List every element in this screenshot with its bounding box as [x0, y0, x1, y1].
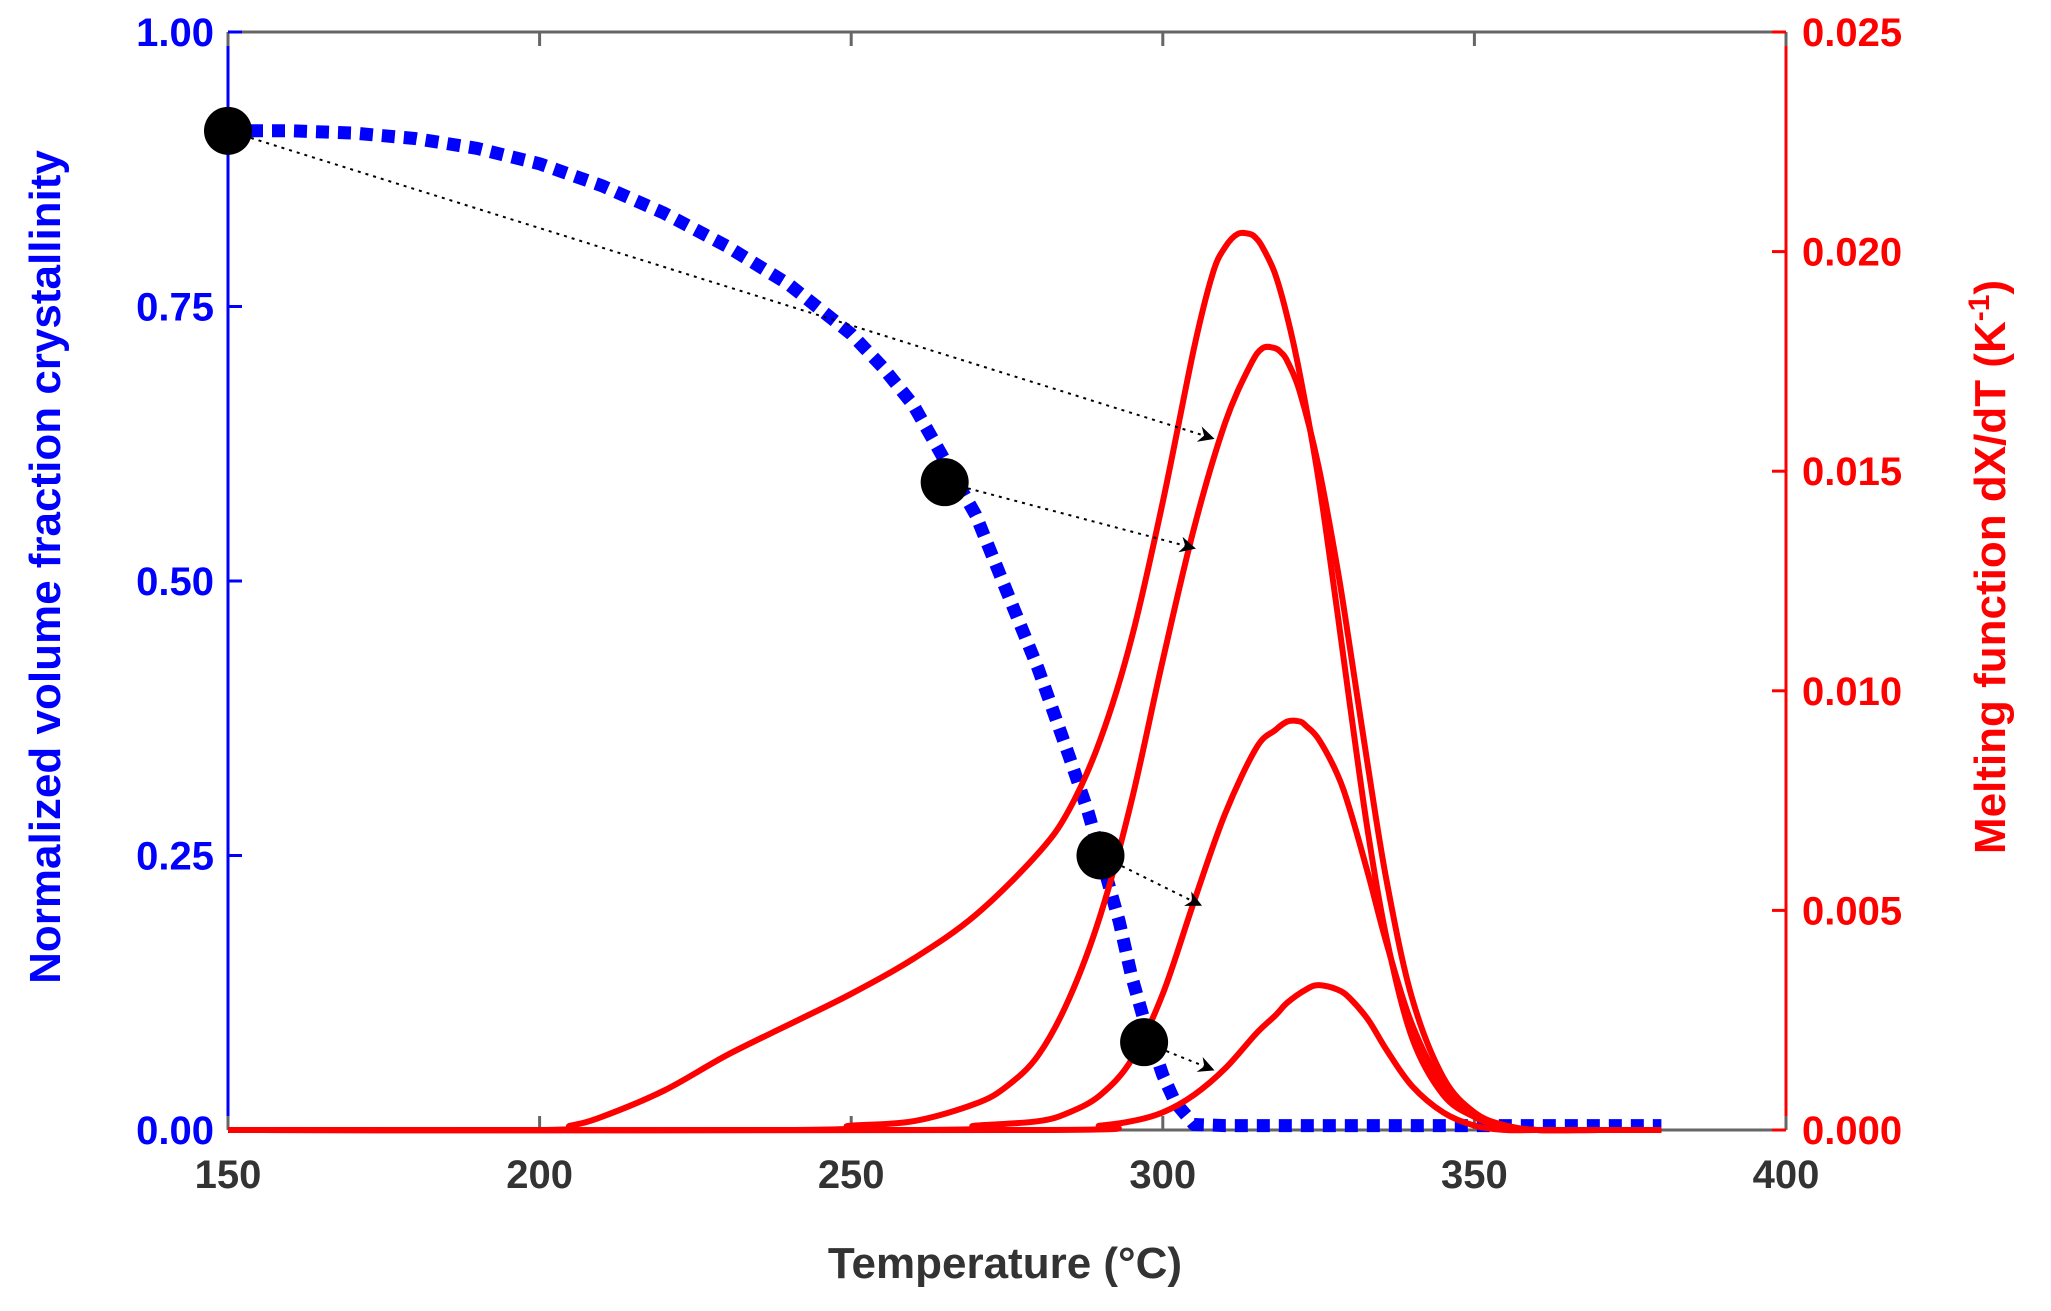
- left-y-tick-label: 0.50: [136, 560, 214, 604]
- data-marker: [1076, 831, 1125, 880]
- right-y-tick-label: 0.000: [1802, 1109, 1902, 1153]
- x-tick-label: 400: [1753, 1153, 1820, 1197]
- crystallinity-curve: [228, 124, 1662, 1133]
- right-y-axis-title: Melting function dX/dT (K-1): [1963, 280, 2015, 854]
- plot-area: 150 200 250 300 350 400 0.00 0.25 0.50 0.75 1.00 0.…: [136, 11, 1902, 1197]
- right-y-axis-title-tail: ): [1966, 280, 2015, 295]
- melting-curve-2: [227, 343, 1662, 1134]
- x-tick-label: 350: [1441, 1153, 1508, 1197]
- melting-curve-4: [227, 982, 1662, 1134]
- arrow-1: [227, 129, 1215, 442]
- x-tick-label: 300: [1129, 1153, 1196, 1197]
- melting-curve-3: [227, 717, 1662, 1134]
- x-tick-label: 250: [818, 1153, 885, 1197]
- x-tick-label: 200: [506, 1153, 573, 1197]
- data-marker: [920, 458, 969, 507]
- right-y-tick-label: 0.015: [1802, 450, 1902, 494]
- left-y-tick-label: 0.75: [136, 286, 214, 330]
- right-y-tick-label: 0.010: [1802, 670, 1902, 714]
- arrow-2: [944, 481, 1196, 553]
- data-marker: [1120, 1018, 1169, 1067]
- data-marker: [204, 106, 252, 155]
- right-y-tick-label: 0.005: [1802, 889, 1902, 933]
- left-y-tick-label: 1.00: [136, 11, 214, 55]
- melting-curve-1: [227, 229, 1662, 1134]
- x-tick-label: 150: [195, 1153, 262, 1197]
- right-y-tick-label: 0.020: [1802, 231, 1902, 275]
- x-axis-title: Temperature (°C): [828, 1239, 1182, 1288]
- right-y-axis-title-sup: -1: [1963, 295, 1996, 322]
- left-y-tick-label: 0.00: [136, 1109, 214, 1153]
- right-y-tick-label: 0.025: [1802, 11, 1902, 55]
- right-y-axis-title-main: Melting function dX/dT (K: [1966, 321, 2015, 854]
- left-y-axis-title: Normalized volume fraction crystallinity: [21, 150, 70, 984]
- left-y-tick-label: 0.25: [136, 835, 214, 879]
